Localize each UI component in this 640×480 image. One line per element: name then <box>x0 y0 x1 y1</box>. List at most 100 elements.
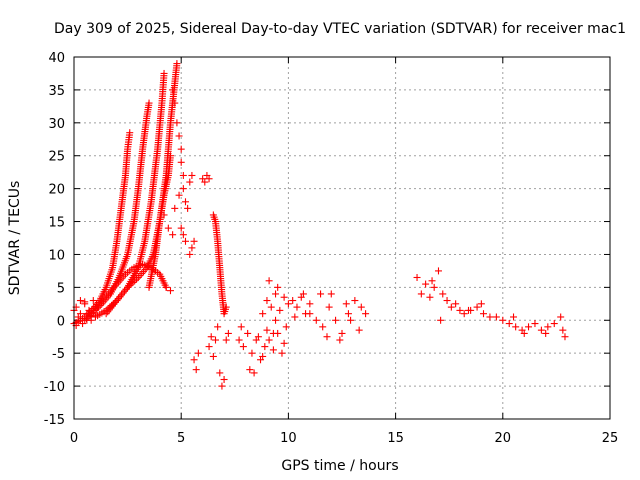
data-point <box>291 313 299 321</box>
data-point <box>218 382 226 390</box>
data-point <box>171 99 179 107</box>
data-point <box>76 297 84 305</box>
data-point <box>557 313 565 321</box>
data-point <box>87 312 95 320</box>
data-point <box>439 290 447 298</box>
data-point <box>452 300 460 308</box>
data-point <box>430 283 438 291</box>
data-point <box>192 366 200 374</box>
data-point <box>121 287 129 295</box>
data-point <box>347 316 355 324</box>
data-point <box>177 145 185 153</box>
data-point <box>248 349 256 357</box>
data-point <box>336 336 344 344</box>
data-point <box>437 316 445 324</box>
data-point <box>512 323 520 331</box>
data-point <box>84 313 92 321</box>
data-point <box>542 329 550 337</box>
data-point <box>325 303 333 311</box>
data-point <box>166 152 174 160</box>
data-point <box>188 244 196 252</box>
y-tick-label: 15 <box>48 216 65 231</box>
data-point <box>338 329 346 337</box>
data-point <box>166 287 174 295</box>
data-point <box>186 178 194 186</box>
data-point <box>272 316 280 324</box>
data-point <box>244 329 252 337</box>
data-point <box>559 326 567 334</box>
data-point <box>205 343 213 351</box>
data-point <box>274 283 282 291</box>
data-point <box>188 171 196 179</box>
data-point <box>194 349 202 357</box>
data-points <box>70 60 569 390</box>
data-point <box>332 316 340 324</box>
data-point <box>254 333 262 341</box>
data-point <box>544 323 552 331</box>
data-point <box>171 204 179 212</box>
data-point <box>175 132 183 140</box>
x-tick-label: 15 <box>387 431 404 446</box>
data-point <box>422 280 430 288</box>
data-point <box>169 86 177 94</box>
data-point <box>428 277 436 285</box>
data-point <box>116 293 124 301</box>
data-point <box>280 293 288 301</box>
data-point <box>186 250 194 258</box>
data-point <box>280 339 288 347</box>
x-tick-label: 0 <box>70 431 78 446</box>
data-point <box>259 352 267 360</box>
y-tick-label: 25 <box>48 150 65 165</box>
data-point <box>235 336 243 344</box>
data-point <box>201 178 209 186</box>
data-point <box>205 175 213 183</box>
data-point <box>351 297 359 305</box>
grid <box>74 57 610 419</box>
data-point <box>164 224 172 232</box>
data-point <box>447 303 455 311</box>
data-point <box>357 303 365 311</box>
data-point <box>173 60 181 68</box>
y-tick-label: 35 <box>48 84 65 99</box>
data-point <box>261 343 269 351</box>
data-point <box>209 352 217 360</box>
data-point <box>119 289 127 297</box>
data-point <box>207 333 215 341</box>
data-point <box>179 171 187 179</box>
data-point <box>460 310 468 318</box>
data-point <box>74 313 82 321</box>
data-point <box>239 343 247 351</box>
data-point <box>190 237 198 245</box>
data-point <box>250 369 258 377</box>
data-point <box>327 290 335 298</box>
data-point <box>492 313 500 321</box>
data-point <box>323 333 331 341</box>
data-point <box>113 297 121 305</box>
axis-ticks: 0 5 10 15 20 25 -15 -10 -5 0 5 10 15 20 25 30 35 40 <box>44 51 619 446</box>
data-point <box>216 369 224 377</box>
data-point <box>550 320 558 328</box>
data-point <box>299 290 307 298</box>
data-point <box>162 283 170 291</box>
data-point <box>269 346 277 354</box>
x-tick-label: 25 <box>602 431 619 446</box>
data-point <box>222 336 230 344</box>
y-tick-label: 30 <box>48 117 65 132</box>
data-point <box>276 306 284 314</box>
data-point <box>306 310 314 318</box>
y-tick-label: 0 <box>57 314 65 329</box>
data-point <box>160 69 168 77</box>
data-point <box>306 300 314 308</box>
plot-frame <box>73 56 611 420</box>
data-point <box>480 310 488 318</box>
data-point <box>263 326 271 334</box>
data-point <box>413 273 421 281</box>
data-point <box>181 237 189 245</box>
data-point <box>83 316 91 324</box>
data-point <box>434 267 442 275</box>
data-point <box>91 303 99 311</box>
data-point <box>510 313 518 321</box>
data-point <box>145 99 153 107</box>
data-point <box>499 316 507 324</box>
x-tick-label: 5 <box>177 431 185 446</box>
